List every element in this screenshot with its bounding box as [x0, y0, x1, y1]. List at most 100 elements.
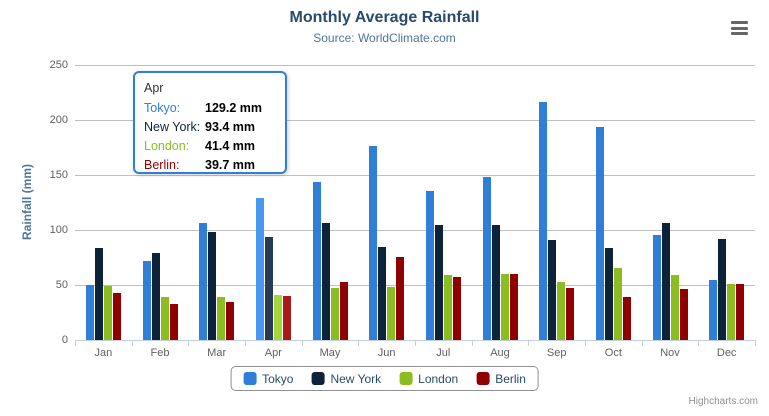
- bar-berlin-jan[interactable]: [112, 293, 121, 340]
- legend-swatch-icon: [243, 372, 257, 385]
- tooltip-row: London: 41.4 mm: [144, 137, 277, 156]
- bar-new-york-mar[interactable]: [208, 231, 217, 340]
- bar-tokyo-jul[interactable]: [425, 190, 434, 340]
- y-axis-tick-label: 100: [49, 224, 68, 236]
- x-axis-category-label: Jan: [94, 347, 113, 359]
- bar-london-sep[interactable]: [557, 282, 566, 340]
- bar-tokyo-jan[interactable]: [85, 285, 94, 340]
- legend-label: London: [418, 371, 459, 386]
- bar-london-jul[interactable]: [443, 275, 452, 340]
- bar-tokyo-apr[interactable]: [255, 197, 264, 340]
- x-axis-category-label: Jul: [436, 347, 451, 359]
- x-axis-tick: [358, 340, 359, 346]
- bar-berlin-sep[interactable]: [566, 287, 575, 340]
- x-axis-tick: [472, 340, 473, 346]
- bar-london-feb[interactable]: [160, 297, 169, 340]
- tooltip-series-value: 39.7 mm: [205, 158, 256, 172]
- bar-new-york-jan[interactable]: [94, 248, 103, 340]
- bar-london-jan[interactable]: [103, 286, 112, 340]
- y-gridline: [75, 285, 755, 286]
- bar-berlin-nov[interactable]: [679, 288, 688, 340]
- bar-berlin-apr[interactable]: [282, 296, 291, 340]
- bar-berlin-aug[interactable]: [509, 273, 518, 340]
- x-axis-category-label: Jun: [377, 347, 396, 359]
- bar-tokyo-sep[interactable]: [539, 102, 548, 340]
- bar-london-dec[interactable]: [727, 283, 736, 340]
- legend-item-london[interactable]: London: [399, 372, 458, 386]
- x-axis-tick: [642, 340, 643, 346]
- bar-new-york-nov[interactable]: [661, 222, 670, 340]
- x-axis-category-label: Sep: [546, 347, 567, 359]
- legend-label: Berlin: [495, 371, 526, 386]
- y-axis-tick-label: 150: [49, 169, 68, 181]
- bar-new-york-jun[interactable]: [378, 247, 387, 341]
- bar-new-york-aug[interactable]: [491, 225, 500, 340]
- x-axis-category-label: Apr: [264, 347, 282, 359]
- x-axis-category-label: Mar: [207, 347, 227, 359]
- bar-new-york-sep[interactable]: [548, 239, 557, 340]
- x-axis-category-label: Oct: [604, 347, 622, 359]
- legend-swatch-icon: [399, 372, 413, 385]
- bar-new-york-dec[interactable]: [718, 238, 727, 340]
- legend-label: New York: [330, 371, 382, 386]
- x-axis-tick: [132, 340, 133, 346]
- export-menu-button[interactable]: [731, 21, 748, 35]
- bar-london-mar[interactable]: [217, 296, 226, 340]
- y-gridline: [75, 120, 755, 121]
- bar-london-jun[interactable]: [387, 286, 396, 340]
- tooltip-series-value: 93.4 mm: [205, 120, 256, 134]
- x-axis-category-label: Dec: [716, 347, 737, 359]
- bar-tokyo-nov[interactable]: [652, 234, 661, 340]
- bar-new-york-oct[interactable]: [604, 248, 613, 340]
- bar-tokyo-dec[interactable]: [709, 280, 718, 340]
- bar-berlin-jul[interactable]: [452, 276, 461, 340]
- x-axis-tick: [245, 340, 246, 346]
- hamburger-menu-icon: [731, 26, 748, 30]
- bar-london-may[interactable]: [330, 288, 339, 340]
- bar-berlin-jun[interactable]: [396, 256, 405, 340]
- legend-item-new-york[interactable]: New York: [311, 372, 381, 386]
- legend-label: Tokyo: [262, 371, 294, 386]
- x-axis-category-label: Nov: [660, 347, 680, 359]
- bar-berlin-may[interactable]: [339, 282, 348, 340]
- bar-berlin-mar[interactable]: [226, 302, 235, 341]
- tooltip: Apr Tokyo: 129.2 mm New York: 93.4 mm London…: [133, 71, 287, 174]
- bar-london-oct[interactable]: [613, 268, 622, 340]
- bar-london-aug[interactable]: [500, 274, 509, 340]
- tooltip-series-label: New York:: [144, 120, 201, 134]
- bar-berlin-dec[interactable]: [736, 283, 745, 340]
- legend-item-berlin[interactable]: Berlin: [476, 372, 526, 386]
- bar-tokyo-aug[interactable]: [482, 176, 491, 340]
- x-axis-tick: [698, 340, 699, 346]
- bar-new-york-apr[interactable]: [264, 237, 273, 340]
- bar-tokyo-oct[interactable]: [595, 126, 604, 340]
- tooltip-series-value: 41.4 mm: [205, 139, 256, 153]
- bar-berlin-oct[interactable]: [622, 297, 631, 340]
- bar-new-york-jul[interactable]: [434, 224, 443, 340]
- chart-title: Monthly Average Rainfall: [289, 9, 480, 26]
- bar-new-york-feb[interactable]: [151, 253, 160, 340]
- bar-tokyo-feb[interactable]: [142, 261, 151, 341]
- bar-new-york-may[interactable]: [321, 223, 330, 340]
- x-axis-tick: [528, 340, 529, 346]
- bar-london-apr[interactable]: [273, 294, 282, 340]
- bar-berlin-feb[interactable]: [169, 303, 178, 340]
- bar-london-nov[interactable]: [670, 274, 679, 340]
- credits-link[interactable]: Highcharts.com: [688, 396, 758, 407]
- bar-tokyo-mar[interactable]: [199, 223, 208, 340]
- tooltip-row: Tokyo: 129.2 mm: [144, 99, 277, 118]
- bar-tokyo-may[interactable]: [312, 181, 321, 340]
- y-axis-tick-label: 250: [49, 59, 68, 71]
- x-axis-tick: [188, 340, 189, 346]
- legend-swatch-icon: [476, 372, 490, 385]
- x-axis-tick: [415, 340, 416, 346]
- legend: Tokyo New York London Berlin: [230, 366, 539, 391]
- x-axis-tick: [75, 340, 76, 346]
- y-gridline: [75, 65, 755, 66]
- bar-tokyo-jun[interactable]: [369, 146, 378, 340]
- y-gridline: [75, 230, 755, 231]
- legend-item-tokyo[interactable]: Tokyo: [243, 372, 293, 386]
- legend-swatch-icon: [311, 372, 325, 385]
- y-axis-tick-label: 50: [55, 279, 68, 291]
